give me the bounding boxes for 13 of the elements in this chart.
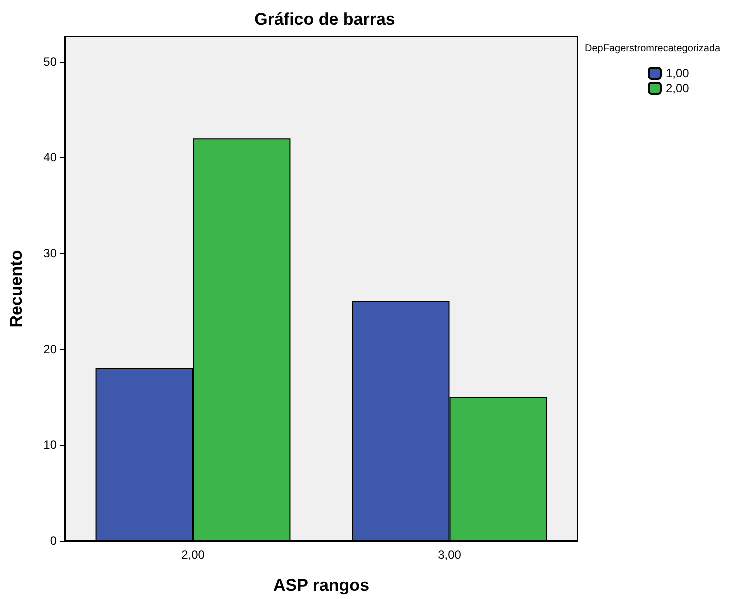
chart-title: Gráfico de barras [254,10,396,29]
legend-label: 1,00 [666,66,690,80]
y-tick-label: 0 [50,534,58,548]
x-axis-title: ASP rangos [273,576,370,595]
y-tick-label: 30 [44,246,58,261]
y-tick-label: 10 [44,438,58,452]
y-axis-title: Recuento [7,250,26,328]
legend-label: 2,00 [666,82,690,96]
x-tick-label: 3,00 [438,548,462,562]
legend-title: DepFagerstromrecategorizada [585,44,722,54]
y-tick-label: 20 [44,342,58,356]
y-tick-label: 50 [44,54,58,69]
y-tick-label: 40 [44,150,58,165]
